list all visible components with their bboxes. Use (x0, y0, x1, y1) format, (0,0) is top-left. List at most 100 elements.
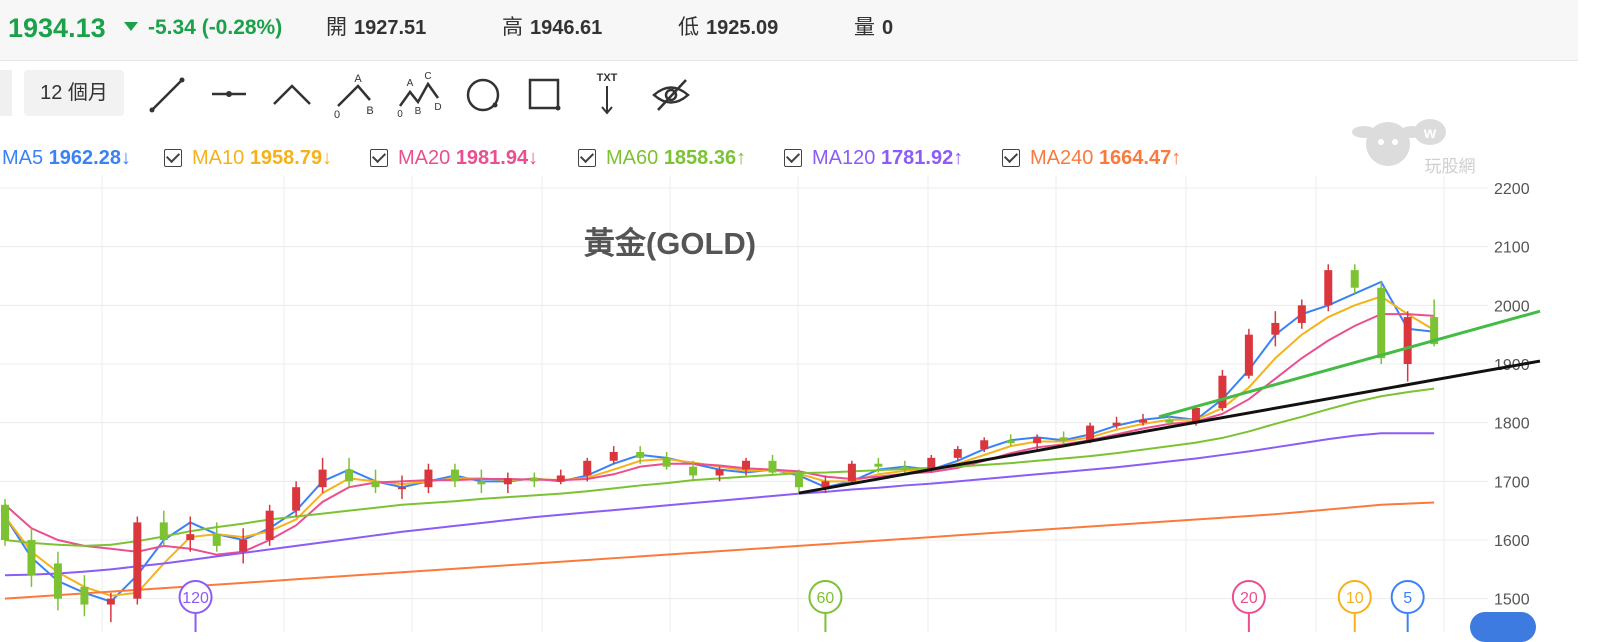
candle-body (1059, 437, 1068, 441)
trendlines (798, 309, 1541, 495)
ma20-checkbox[interactable] (370, 149, 388, 167)
y-tick-label: 2200 (1494, 181, 1530, 198)
candle-body (662, 457, 671, 467)
range-12-months-button[interactable]: 12 個月 (24, 70, 124, 116)
y-tick-label: 1500 (1494, 592, 1530, 609)
angle-tool-icon[interactable] (266, 70, 316, 120)
candle-body (927, 457, 936, 470)
candle-body (239, 540, 248, 552)
tool-label-txt: TXT (597, 72, 618, 84)
ma-period-marker-label: 20 (1240, 590, 1258, 607)
ma-legend-item-ma20[interactable]: MA20 1981.94↓ (370, 140, 538, 176)
candle-body (477, 481, 486, 485)
candle-body (980, 440, 989, 450)
ma-label: MA60 (606, 147, 659, 169)
scroll-button[interactable] (1470, 612, 1536, 642)
ma120-checkbox[interactable] (784, 149, 802, 167)
ma-legend-item-ma60[interactable]: MA60 1858.36↑ (578, 140, 746, 176)
ma240-checkbox[interactable] (1002, 149, 1020, 167)
ma-period-marker (1231, 580, 1266, 614)
open-value: 1927.51 (354, 17, 427, 39)
rectangle-tool-icon[interactable] (520, 70, 570, 120)
candle-body (742, 460, 751, 470)
open-label: 開 (326, 16, 347, 39)
triangle-down-icon (124, 22, 138, 31)
range-prev-tab[interactable] (0, 70, 12, 116)
cow-logo-icon: w 玩股網 (1350, 110, 1485, 180)
ma-trend-arrow: ↑ (953, 147, 964, 169)
candle-body (1191, 408, 1200, 423)
candle-body (106, 598, 115, 605)
candle-body (689, 466, 698, 476)
y-axis: 22002100200019001800170016001500 (1494, 181, 1530, 609)
candle-body (556, 475, 565, 482)
candle-body (159, 522, 168, 540)
candle-body (1403, 317, 1412, 364)
quote-bar: 1934.13 -5.34 (-0.28%) 開 1927.51 高 1946.… (0, 0, 1578, 61)
hide-drawings-icon[interactable] (646, 70, 696, 120)
line-tool-icon[interactable] (142, 70, 192, 120)
tool-label-b: B (415, 106, 422, 117)
y-tick-label: 2100 (1494, 240, 1530, 257)
ma-trend-arrow: ↑ (736, 147, 747, 169)
candle-body (953, 449, 962, 458)
ma-value: 1664.47 (1098, 147, 1172, 169)
y-tick-label: 1800 (1494, 416, 1530, 433)
candle-body (133, 522, 142, 599)
ma-period-marker-label: 60 (817, 590, 835, 607)
tool-label-zero: 0 (334, 109, 340, 120)
candle-body (186, 534, 195, 540)
low-label: 低 (678, 16, 699, 39)
candle-body (27, 540, 36, 576)
candle-body (794, 472, 803, 488)
svg-text:w: w (1423, 125, 1437, 142)
tool-label-zero: 0 (397, 109, 403, 120)
candle-body (1430, 317, 1439, 345)
price-change: -5.34 (-0.28%) (148, 16, 283, 39)
candle-body (371, 481, 380, 488)
ma-period-marker (1337, 580, 1372, 614)
ma-trend-arrow: ↓ (120, 147, 131, 169)
ma240-line (4, 501, 1435, 600)
candle-body (583, 460, 592, 476)
horizontal-line-tool-icon[interactable] (204, 70, 254, 120)
candle-body (53, 563, 62, 599)
price-chart[interactable]: 22002100200019001800170016001500 1206020… (0, 176, 1600, 632)
ma60-checkbox[interactable] (578, 149, 596, 167)
ma-value: 1858.36 (663, 147, 737, 169)
ma-label: MA240 (1030, 147, 1094, 169)
ma-period-markers: 120 60 20 10 5 (178, 580, 1425, 632)
ma-label: MA20 (398, 147, 451, 169)
ma-value: 1958.79 (249, 147, 323, 169)
volume-label: 量 (854, 16, 875, 39)
candlesticks (1, 264, 1439, 623)
trendline (798, 359, 1541, 495)
abcd-pattern-tool-icon[interactable]: A C 0 B D (394, 70, 444, 120)
high-value: 1946.61 (530, 17, 603, 39)
tool-label-d: D (434, 102, 441, 113)
candle-body (847, 463, 856, 482)
candle-body (1297, 305, 1306, 323)
watermark-text: 玩股網 (1425, 157, 1476, 176)
ma-legend-item-ma240[interactable]: MA240 1664.47↑ (1002, 140, 1181, 176)
circle-tool-icon[interactable] (458, 70, 508, 120)
ma10-checkbox[interactable] (164, 149, 182, 167)
tool-label-a: A (354, 73, 362, 85)
ma-legend-item-ma120[interactable]: MA120 1781.92↑ (784, 140, 963, 176)
candle-body (1139, 419, 1148, 423)
candle-body (1033, 437, 1042, 444)
candle-body (1086, 425, 1095, 441)
ma-legend-item-ma5[interactable]: MA5 1962.28↓ (2, 140, 131, 176)
candle-body (1377, 287, 1386, 359)
text-tool-icon[interactable]: TXT (582, 70, 632, 120)
candle-body (609, 452, 618, 461)
ma-legend-item-ma10[interactable]: MA10 1958.79↓ (164, 140, 332, 176)
candle-body (345, 469, 354, 482)
candle-body (450, 469, 459, 482)
candle-body (1271, 322, 1280, 335)
low-value: 1925.09 (706, 17, 779, 39)
candle-body (821, 481, 830, 488)
candle-body (530, 478, 539, 482)
last-price: 1934.13 (8, 13, 106, 43)
abc-pattern-tool-icon[interactable]: A 0 B (330, 70, 380, 121)
